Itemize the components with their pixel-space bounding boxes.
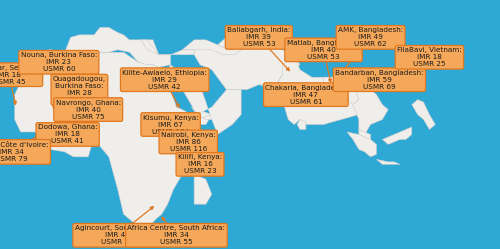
Polygon shape (36, 27, 170, 67)
Polygon shape (188, 115, 218, 137)
Text: Kilite-Awlaelo, Ethiopia:
IMR 29
USMR 42: Kilite-Awlaelo, Ethiopia: IMR 29 USMR 42 (122, 70, 207, 90)
Polygon shape (141, 40, 194, 55)
Polygon shape (353, 85, 388, 134)
Text: Nairobi, Kenya:
IMR 86
USMR 116: Nairobi, Kenya: IMR 86 USMR 116 (161, 132, 216, 152)
Text: Dodowa, Ghana:
IMR 18
USMR 41: Dodowa, Ghana: IMR 18 USMR 41 (38, 124, 98, 144)
Text: Niakhar, Senegal:
IMR 18
USMR 45: Niakhar, Senegal: IMR 18 USMR 45 (0, 65, 41, 85)
Text: Africa Centre, South Africa:
IMR 34
USMR 55: Africa Centre, South Africa: IMR 34 USMR… (128, 225, 226, 245)
Polygon shape (376, 159, 400, 164)
Polygon shape (297, 120, 306, 129)
Text: FilaBavi, Vietnam:
IMR 18
USMR 25: FilaBavi, Vietnam: IMR 18 USMR 25 (397, 47, 462, 67)
Text: Navrongo, Ghana:
IMR 40
USMR 75: Navrongo, Ghana: IMR 40 USMR 75 (56, 100, 121, 120)
Polygon shape (324, 75, 359, 105)
Polygon shape (259, 55, 359, 125)
Text: Chakaria, Bangladesh:
IMR 47
USMR 61: Chakaria, Bangladesh: IMR 47 USMR 61 (266, 85, 346, 105)
Polygon shape (159, 65, 241, 134)
Text: Ballabgarh, India:
IMR 39
USMR 53: Ballabgarh, India: IMR 39 USMR 53 (227, 27, 290, 47)
Polygon shape (382, 127, 412, 144)
Polygon shape (412, 100, 436, 129)
Polygon shape (347, 132, 376, 157)
Text: Kisumu, Kenya:
IMR 67
USMR 134: Kisumu, Kenya: IMR 67 USMR 134 (142, 115, 199, 134)
Polygon shape (194, 174, 212, 204)
Polygon shape (194, 40, 300, 90)
Text: Bandarban, Bangladesh:
IMR 59
USMR 69: Bandarban, Bangladesh: IMR 59 USMR 69 (335, 70, 424, 90)
Text: Taabo, Côte d'Ivoire:
IMR 34
USMR 79: Taabo, Côte d'Ivoire: IMR 34 USMR 79 (0, 141, 48, 162)
Text: Nouna, Burkina Faso:
IMR 23
USMR 60: Nouna, Burkina Faso: IMR 23 USMR 60 (20, 52, 97, 72)
Text: Agincourt, South Africa:
IMR 46
USMR 70: Agincourt, South Africa: IMR 46 USMR 70 (74, 225, 160, 245)
Polygon shape (218, 35, 270, 50)
Polygon shape (14, 52, 212, 229)
Text: AMK, Bangladesh:
IMR 49
USMR 62: AMK, Bangladesh: IMR 49 USMR 62 (338, 27, 403, 47)
Text: Ouagadougou,
Burkina Faso:
IMR 28
USMR 57: Ouagadougou, Burkina Faso: IMR 28 USMR 5… (53, 76, 106, 103)
Polygon shape (359, 129, 370, 142)
Text: Kilifi, Kenya:
IMR 16
USMR 23: Kilifi, Kenya: IMR 16 USMR 23 (178, 154, 222, 174)
Text: Matlab, Bangladesh:
IMR 40
USMR 53: Matlab, Bangladesh: IMR 40 USMR 53 (286, 40, 360, 60)
Polygon shape (182, 40, 241, 55)
